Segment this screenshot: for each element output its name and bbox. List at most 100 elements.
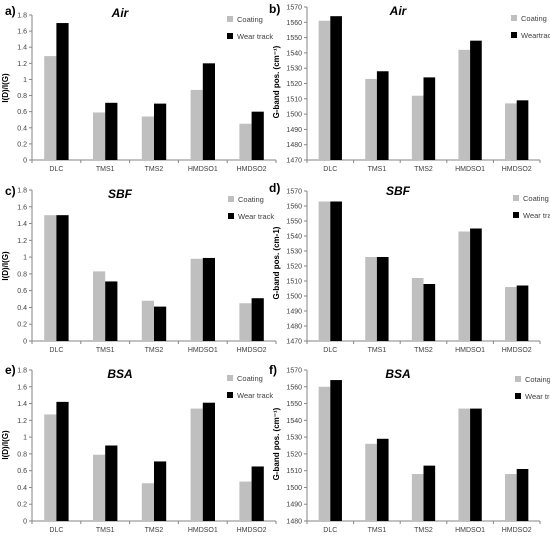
y-axis-label: I(D)/I(G) — [1, 430, 10, 460]
y-tick-label: 0 — [23, 158, 27, 165]
y-tick-label: 1490 — [286, 127, 302, 134]
chart-panel-f: 1480 1490 1500 1510 1520 1530 1540 1550 1560 1570… — [269, 363, 550, 534]
y-tick-label: 1570 — [286, 368, 302, 375]
y-tick-label: 1510 — [286, 279, 302, 286]
y-tick-label: 0.4 — [17, 125, 27, 132]
y-tick-label: 0.8 — [17, 451, 27, 458]
x-tick-label: DLC — [323, 347, 337, 354]
y-tick-label: 0.2 — [17, 322, 27, 329]
legend-label: Wear track — [238, 212, 274, 221]
bar-coating-dlc — [44, 56, 57, 161]
bar-coating-dlc — [318, 201, 331, 341]
chart-title: Air — [389, 4, 408, 18]
chart-title: BSA — [385, 367, 410, 381]
y-tick-label: 1470 — [286, 158, 302, 165]
x-tick-label: HMDSO1 — [455, 527, 485, 534]
y-tick-label: 1500 — [286, 294, 302, 301]
chart-title: Air — [111, 6, 130, 20]
bar-wear-track-tms2 — [154, 306, 167, 341]
chart-panel-e: 0 0.2 0.4 0.6 0.8 1 1.2 1.4 1.6 1.8 DLC TMS1 TMS2 HMD… — [1, 363, 277, 534]
bar-coating-hmdso1 — [458, 49, 471, 161]
x-tick-label: TMS2 — [414, 166, 433, 173]
y-axis-label: I(D)/I(G) — [1, 251, 10, 281]
y-axis-label: I(D)/I(G) — [1, 73, 10, 103]
x-tick-label: TMS1 — [96, 347, 115, 354]
chart-panel-b: 1470 1480 1490 1500 1510 1520 1530 1540 1550 1560… — [269, 2, 550, 173]
y-tick-label: 1.8 — [17, 368, 27, 375]
bar-wear-track-hmdso1 — [202, 257, 215, 341]
y-tick-label: 1470 — [286, 339, 302, 346]
legend-label: Coating — [523, 194, 549, 203]
bar-wear-track-hmdso1 — [470, 40, 482, 160]
bar-wear-track-hmdso2 — [251, 298, 264, 341]
x-tick-label: DLC — [323, 527, 337, 534]
bar-wear-track-tms2 — [423, 77, 436, 160]
legend-label: Wear track — [525, 392, 550, 401]
y-tick-label: 1.2 — [17, 61, 27, 68]
y-tick-label: 1 — [23, 255, 27, 262]
bar-wear-track-tms1 — [105, 445, 118, 521]
bar-wear-track-tms1 — [105, 102, 118, 160]
x-tick-label: DLC — [49, 527, 63, 534]
bar-coating-dlc — [318, 20, 331, 160]
legend-swatch — [227, 375, 233, 381]
legend-swatch — [515, 376, 521, 382]
legend-label: Coating — [237, 374, 263, 383]
legend-swatch — [511, 15, 517, 21]
bar-coating-tms2 — [141, 300, 154, 341]
bar-coating-hmdso2 — [505, 287, 517, 341]
legend-label: Coating — [521, 14, 547, 23]
y-tick-label: 1500 — [286, 485, 302, 492]
bar-wear-track-hmdso1 — [470, 408, 482, 521]
y-tick-label: 1.8 — [17, 13, 27, 20]
x-tick-label: HMDSO2 — [237, 347, 267, 354]
bar-wear-track-tms1 — [105, 281, 118, 341]
x-tick-label: TMS1 — [368, 527, 387, 534]
x-tick-label: TMS2 — [145, 347, 164, 354]
y-axis-label: G-band pos. (cm⁻¹) — [272, 45, 281, 118]
bar-wear-track-tms1 — [376, 257, 389, 341]
y-tick-label: 1540 — [286, 50, 302, 57]
bar-wear-track-tms2 — [154, 461, 167, 521]
bar-coating-hmdso1 — [190, 408, 203, 521]
y-tick-label: 1.2 — [17, 238, 27, 245]
bar-coating-dlc — [44, 414, 57, 521]
legend-swatch — [227, 392, 233, 398]
legend-label: Wear track — [237, 32, 273, 41]
y-tick-label: 0.2 — [17, 141, 27, 148]
chart-title: SBF — [386, 184, 411, 198]
y-tick-label: 1.4 — [17, 45, 27, 52]
x-tick-label: HMDSO1 — [188, 166, 218, 173]
bar-wear-track-tms1 — [376, 71, 389, 160]
y-tick-label: 1520 — [286, 264, 302, 271]
y-tick-label: 0.4 — [17, 305, 27, 312]
y-tick-label: 1.4 — [17, 221, 27, 228]
x-tick-label: HMDSO2 — [237, 527, 267, 534]
y-tick-label: 1550 — [286, 35, 302, 42]
y-tick-label: 1560 — [286, 384, 302, 391]
chart-panel-c: 0 0.2 0.4 0.6 0.8 1 1.2 1.4 1.6 1.8 DLC TMS1 TMS2 HMD… — [1, 184, 277, 354]
y-tick-label: 1490 — [286, 309, 302, 316]
bar-coating-tms2 — [411, 474, 424, 521]
legend-swatch — [228, 213, 234, 219]
bar-wear-track-dlc — [56, 23, 69, 160]
y-tick-label: 1.2 — [17, 418, 27, 425]
chart-title: SBF — [108, 187, 133, 201]
x-tick-label: DLC — [323, 166, 337, 173]
x-tick-label: HMDSO1 — [455, 347, 485, 354]
bar-wear-track-tms2 — [423, 284, 436, 341]
bar-coating-hmdso2 — [239, 123, 252, 160]
panel-label: c) — [5, 184, 16, 198]
x-tick-label: DLC — [49, 347, 63, 354]
legend-swatch — [513, 195, 519, 201]
bar-wear-track-tms2 — [423, 465, 436, 521]
y-tick-label: 1.6 — [17, 384, 27, 391]
y-tick-label: 1480 — [286, 519, 302, 526]
panel-label: f) — [269, 363, 277, 377]
y-tick-label: 0.6 — [17, 468, 27, 475]
bar-coating-hmdso1 — [190, 258, 203, 341]
x-tick-label: HMDSO1 — [455, 166, 485, 173]
bar-coating-tms1 — [93, 454, 106, 521]
y-tick-label: 1480 — [286, 324, 302, 331]
bar-wear-track-hmdso2 — [516, 100, 529, 160]
